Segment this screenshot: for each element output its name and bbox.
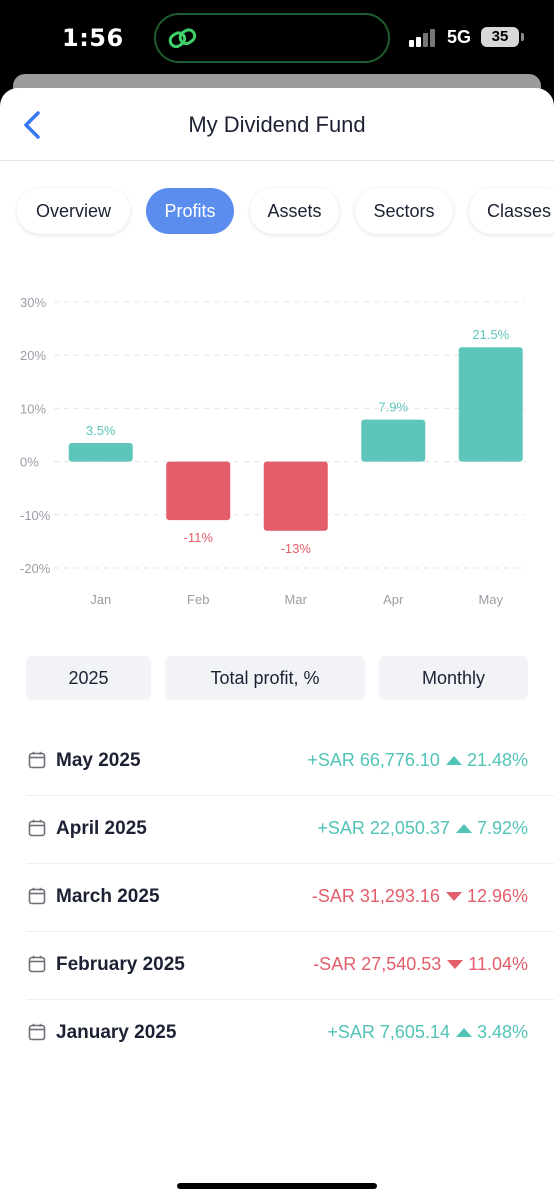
row-percent: 3.48%: [476, 1022, 528, 1042]
row-percent: 11.04%: [468, 954, 528, 974]
battery-icon: 35: [481, 27, 524, 47]
bar-apr: [361, 419, 426, 462]
row-amount-value: +SAR 22,050.37: [317, 818, 450, 838]
data-label: -13%: [281, 541, 312, 556]
triangle-up-icon: [455, 1027, 472, 1037]
fund-sheet: My Dividend Fund Overview Profits Assets…: [0, 88, 554, 1200]
x-tick-label: May: [478, 592, 503, 607]
bar-may: [458, 347, 523, 462]
calendar-icon: [28, 1023, 46, 1041]
bar-jan: [68, 442, 133, 462]
status-time: 1:56: [62, 24, 124, 52]
dynamic-island: [154, 13, 390, 63]
triangle-up-icon: [445, 755, 462, 765]
row-amount-value: -SAR 31,293.16: [311, 886, 440, 906]
row-month: May 2025: [56, 750, 141, 771]
signal-icon: [409, 29, 439, 47]
bar-mar: [263, 461, 328, 531]
y-tick-label: 0%: [20, 455, 39, 470]
x-tick-label: Mar: [285, 592, 308, 607]
calendar-icon: [28, 751, 46, 769]
tab-assets[interactable]: Assets: [250, 188, 339, 234]
list-item[interactable]: January 2025 +SAR 7,605.14 3.48%: [26, 1000, 554, 1068]
x-tick-label: Jan: [90, 592, 111, 607]
calendar-icon: [28, 819, 46, 837]
filter-bar: 2025 Total profit, % Monthly: [0, 656, 554, 702]
data-label: -11%: [184, 530, 214, 545]
row-amount: +SAR 22,050.37 7.92%: [317, 818, 528, 839]
row-percent: 21.48%: [466, 750, 528, 770]
row-month: April 2025: [56, 818, 147, 839]
calendar-icon: [28, 955, 46, 973]
row-month: January 2025: [56, 1022, 177, 1043]
x-tick-label: Apr: [383, 592, 404, 607]
list-item[interactable]: March 2025 -SAR 31,293.16 12.96%: [26, 864, 554, 932]
tab-overview[interactable]: Overview: [17, 188, 130, 234]
bar-feb: [166, 461, 231, 521]
link-icon: [168, 28, 197, 49]
tab-profits[interactable]: Profits: [146, 188, 234, 234]
list-item[interactable]: February 2025 -SAR 27,540.53 11.04%: [26, 932, 554, 1000]
row-amount: +SAR 7,605.14 3.48%: [327, 1022, 528, 1043]
y-tick-label: 10%: [20, 401, 46, 416]
x-tick-label: Feb: [187, 592, 209, 607]
tab-classes[interactable]: Classes: [469, 188, 554, 234]
calendar-icon: [28, 887, 46, 905]
status-bar: 1:56 5G 35: [0, 0, 554, 80]
row-amount: +SAR 66,776.10 21.48%: [307, 750, 528, 771]
monthly-profit-list: May 2025 +SAR 66,776.10 21.48% April 2025 +S…: [0, 728, 554, 1068]
chevron-left-icon[interactable]: [18, 108, 48, 142]
row-percent: 12.96%: [466, 886, 528, 906]
row-percent: 7.92%: [476, 818, 528, 838]
data-label: 3.5%: [86, 423, 116, 438]
year-selector[interactable]: 2025: [26, 656, 151, 700]
row-amount-value: +SAR 7,605.14: [327, 1022, 450, 1042]
y-tick-label: -20%: [20, 561, 51, 576]
triangle-up-icon: [455, 823, 472, 833]
profits-bar-chart: 30% 20% 10% 0% -10% -20% 3.5% Jan -11% Feb -13% Mar…: [20, 295, 526, 607]
home-indicator: [177, 1183, 377, 1189]
row-amount-value: -SAR 27,540.53: [313, 954, 442, 974]
y-tick-label: -10%: [20, 508, 51, 523]
metric-selector[interactable]: Total profit, %: [165, 656, 365, 700]
row-amount-value: +SAR 66,776.10: [307, 750, 440, 770]
tab-bar: Overview Profits Assets Sectors Classes: [0, 188, 554, 236]
period-selector[interactable]: Monthly: [379, 656, 528, 700]
list-item[interactable]: May 2025 +SAR 66,776.10 21.48%: [26, 728, 554, 796]
y-tick-label: 30%: [20, 295, 46, 310]
triangle-down-icon: [447, 959, 464, 969]
row-amount: -SAR 31,293.16 12.96%: [312, 886, 528, 907]
data-label: 7.9%: [378, 400, 408, 415]
row-amount: -SAR 27,540.53 11.04%: [313, 954, 528, 975]
row-month: February 2025: [56, 954, 185, 975]
row-month: March 2025: [56, 886, 160, 907]
tab-sectors[interactable]: Sectors: [355, 188, 453, 234]
data-label: 21.5%: [472, 327, 509, 342]
network-type: 5G: [447, 27, 472, 47]
y-tick-label: 20%: [20, 348, 46, 363]
triangle-down-icon: [445, 891, 462, 901]
page-title: My Dividend Fund: [188, 112, 366, 137]
list-item[interactable]: April 2025 +SAR 22,050.37 7.92%: [26, 796, 554, 864]
nav-bar: My Dividend Fund: [0, 88, 554, 161]
